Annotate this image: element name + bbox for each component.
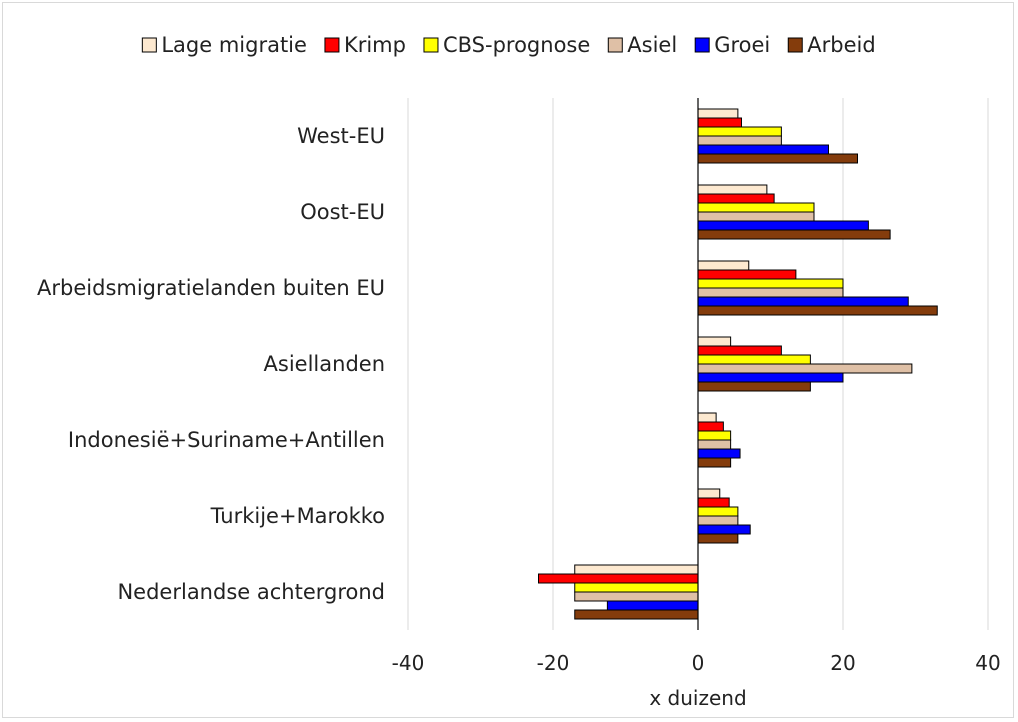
x-tick-label: -20 (537, 651, 570, 675)
bar (697, 229, 891, 240)
bar (697, 430, 732, 441)
legend-label: CBS-prognose (443, 33, 590, 57)
bar (697, 524, 751, 535)
bar (574, 564, 699, 575)
bar (697, 126, 782, 137)
legend-swatch (423, 37, 439, 53)
bar (697, 412, 717, 423)
bar (697, 202, 815, 213)
bar (574, 609, 699, 620)
bar (697, 506, 739, 517)
legend-label: Krimp (344, 33, 406, 57)
bar (697, 193, 775, 204)
legend-label: Lage migratie (161, 33, 307, 57)
legend-label: Groei (714, 33, 770, 57)
bar (697, 372, 844, 383)
bar (697, 184, 768, 195)
bar (697, 305, 938, 316)
bar (697, 260, 750, 271)
bar (697, 421, 724, 432)
bar (697, 144, 829, 155)
bar-layer (538, 108, 938, 620)
legend-label: Asiel (627, 33, 677, 57)
x-axis-title: x duizend (649, 686, 746, 710)
category-label: Indonesië+Suriname+Antillen (68, 428, 385, 452)
bar (697, 439, 732, 450)
legend: Lage migratie Krimp CBS-prognose Asiel Groei… (141, 33, 876, 57)
bar (697, 117, 742, 128)
x-tick-label: -40 (392, 651, 425, 675)
category-label: Asiellanden (264, 352, 385, 376)
legend-swatch (694, 37, 710, 53)
x-tick-label: 40 (975, 651, 1000, 675)
bar (697, 345, 782, 356)
bar (697, 363, 913, 374)
legend-swatch (607, 37, 623, 53)
bar (697, 211, 815, 222)
category-label: Turkije+Marokko (210, 504, 385, 528)
bar (697, 287, 844, 298)
bar (697, 354, 811, 365)
category-label: Arbeidsmigratielanden buiten EU (37, 276, 385, 300)
axis-layer: -40 -20 0 20 40 West-EU Oost-EU Arbeidsmigratie… (37, 98, 1001, 675)
bar (697, 135, 782, 146)
category-label: Nederlandse achtergrond (117, 580, 385, 604)
bar (697, 278, 844, 289)
bar (697, 269, 797, 280)
legend-swatch (787, 37, 803, 53)
legend-swatch (141, 37, 157, 53)
bar (697, 296, 909, 307)
bar (697, 497, 730, 508)
legend-swatch (324, 37, 340, 53)
bar (697, 108, 739, 119)
bar (697, 448, 741, 459)
bar (697, 220, 869, 231)
bar (697, 488, 721, 499)
bar (574, 582, 699, 593)
category-label: Oost-EU (300, 200, 385, 224)
bar (697, 457, 732, 468)
bar (538, 573, 699, 584)
category-label: West-EU (297, 124, 385, 148)
bar (697, 533, 739, 544)
bar (606, 600, 699, 611)
bar (697, 515, 739, 526)
bar (697, 336, 732, 347)
x-tick-label: 0 (692, 651, 705, 675)
legend-label: Arbeid (807, 33, 875, 57)
bar (697, 153, 858, 164)
bar (697, 381, 811, 392)
x-tick-label: 20 (830, 651, 855, 675)
bar (574, 591, 699, 602)
